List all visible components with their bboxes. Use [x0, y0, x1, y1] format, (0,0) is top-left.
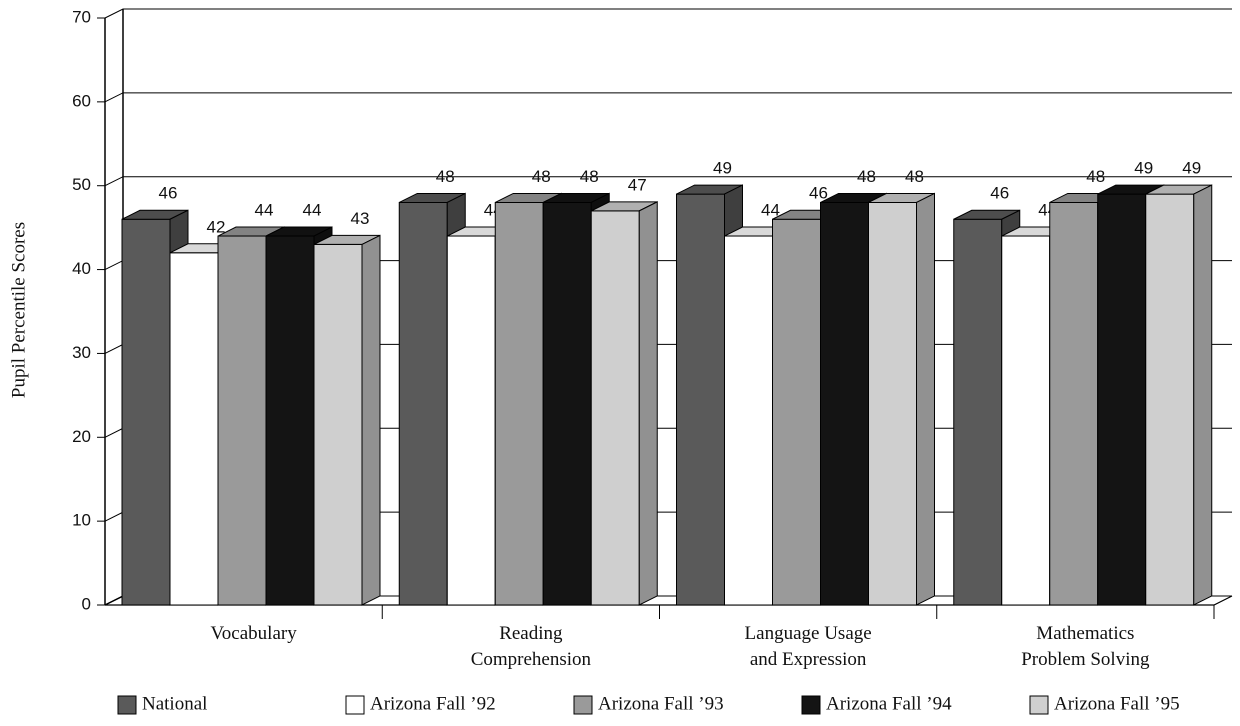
bar-front — [1001, 235, 1051, 606]
value-label: 48 — [580, 167, 599, 186]
y-tick-label: 0 — [82, 594, 91, 613]
x-tick-label: Language Usage and Expression — [745, 623, 872, 670]
bar-front — [217, 235, 267, 606]
value-label: 42 — [207, 217, 226, 236]
legend-label: Arizona Fall ’95 — [1054, 693, 1180, 714]
legend-label: Arizona Fall ’94 — [826, 693, 952, 714]
bar-front — [820, 201, 869, 606]
bar-front — [772, 218, 821, 606]
value-label: 49 — [1134, 159, 1153, 178]
bar-front — [1097, 193, 1147, 606]
legend-label: National — [142, 693, 207, 714]
y-tick-label: 20 — [72, 427, 91, 446]
bar-front — [398, 201, 448, 606]
bar — [313, 234, 381, 606]
bar-front — [121, 218, 171, 606]
value-label: 46 — [809, 184, 828, 203]
value-label: 44 — [303, 201, 322, 220]
value-label: 48 — [436, 167, 455, 186]
y-tick-label: 50 — [72, 175, 91, 194]
value-label: 46 — [159, 184, 178, 203]
value-label: 49 — [1182, 159, 1201, 178]
grid-line — [104, 92, 1232, 103]
back-wall — [104, 9, 124, 606]
bar-front — [676, 193, 725, 606]
bar-front — [265, 235, 315, 606]
grid-line — [104, 8, 1232, 19]
x-tick-label-line: Problem Solving — [1021, 649, 1150, 670]
legend-swatch — [573, 695, 593, 715]
legend-swatch — [801, 695, 821, 715]
bar-front — [169, 252, 219, 606]
bar-front — [868, 201, 917, 606]
legend-label: Arizona Fall ’92 — [370, 693, 496, 714]
bar — [1145, 184, 1213, 606]
bar-front — [1049, 201, 1099, 606]
x-tick-label-line: Vocabulary — [211, 623, 298, 644]
x-tick-label-line: Comprehension — [471, 649, 592, 670]
legend-swatch — [345, 695, 365, 715]
bar — [868, 192, 935, 606]
value-label: 49 — [713, 159, 732, 178]
bar-front — [494, 201, 544, 606]
y-axis-label: Pupil Percentile Scores — [8, 222, 29, 398]
y-tick-label: 60 — [72, 91, 91, 110]
value-label: 48 — [905, 167, 924, 186]
y-tick-label: 30 — [72, 343, 91, 362]
legend-swatch — [1029, 695, 1049, 715]
value-label: 48 — [857, 167, 876, 186]
x-tick-label: Reading Comprehension — [471, 623, 592, 670]
value-label: 47 — [628, 175, 647, 194]
bar-front — [542, 201, 592, 606]
bar-side — [916, 192, 935, 606]
y-tick-label: 40 — [72, 259, 91, 278]
x-tick-label: Vocabulary — [211, 623, 298, 644]
y-tick-label: 70 — [72, 7, 91, 26]
x-tick-label: Mathematics Problem Solving — [1021, 623, 1150, 670]
value-label: 43 — [351, 209, 370, 228]
bar-front — [590, 210, 640, 606]
x-tick-label-line: Mathematics — [1036, 623, 1134, 644]
bar-side — [1193, 184, 1213, 606]
y-tick-label: 10 — [72, 511, 91, 530]
bar-front — [724, 235, 773, 606]
bar-side — [361, 234, 381, 606]
bar-front — [953, 218, 1003, 606]
x-tick-label-line: and Expression — [750, 649, 867, 670]
value-label: 44 — [255, 201, 274, 220]
value-label: 44 — [761, 201, 780, 220]
bar-side — [638, 201, 658, 606]
bar-front — [1145, 193, 1195, 606]
value-label: 48 — [1086, 167, 1105, 186]
value-label: 48 — [532, 167, 551, 186]
bar — [590, 201, 658, 606]
grid-line — [104, 176, 1232, 187]
x-tick-label-line: Language Usage — [745, 623, 872, 644]
x-tick-label-line: Reading — [499, 623, 563, 644]
legend-label: Arizona Fall ’93 — [598, 693, 724, 714]
bar-front — [313, 243, 363, 606]
bar-front — [446, 235, 496, 606]
value-label: 46 — [990, 184, 1009, 203]
legend-swatch — [117, 695, 137, 715]
